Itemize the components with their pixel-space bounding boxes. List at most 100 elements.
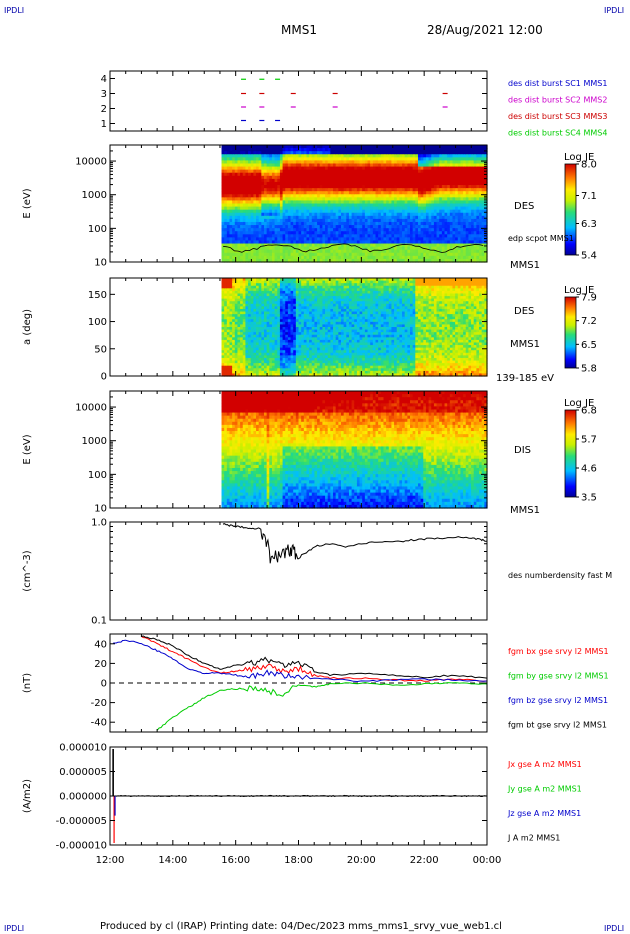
heat-cell	[314, 197, 318, 202]
heat-cell	[359, 252, 363, 257]
heat-cell	[402, 237, 406, 242]
heat-cell	[386, 243, 390, 248]
heat-cell	[412, 163, 416, 168]
heat-cell	[356, 145, 361, 149]
heat-cell	[343, 166, 347, 171]
heat-cell	[245, 154, 249, 158]
heat-cell	[311, 218, 316, 223]
heat-cell	[402, 234, 406, 238]
heat-cell	[410, 234, 414, 238]
heat-cell	[338, 175, 342, 180]
heat-cell	[386, 228, 390, 232]
heat-cell	[356, 234, 361, 238]
heat-cell	[232, 157, 236, 161]
heat-cell	[277, 240, 281, 245]
heat-cell	[248, 200, 252, 205]
heat-cell	[256, 178, 260, 183]
heat-cell	[226, 197, 231, 202]
heat-cell	[364, 243, 369, 248]
heat-cell	[383, 218, 387, 223]
heat-cell	[245, 175, 249, 180]
heat-cell	[221, 169, 225, 174]
heat-cell	[309, 154, 313, 158]
heat-cell	[277, 145, 281, 149]
heat-cell	[396, 145, 400, 149]
heat-cell	[383, 181, 387, 186]
heat-cell	[287, 258, 292, 263]
heat-cell	[298, 145, 302, 149]
heat-cell	[309, 175, 313, 180]
heat-cell	[311, 252, 316, 257]
heat-cell	[333, 163, 337, 168]
heat-cell	[240, 228, 244, 232]
heat-cell	[354, 252, 358, 257]
heat-cell	[354, 200, 358, 205]
heat-cell	[301, 145, 305, 149]
heat-cell	[266, 145, 270, 149]
heat-cell	[295, 200, 300, 205]
heat-cell	[274, 215, 278, 220]
heat-cell	[279, 206, 284, 211]
heat-cell	[386, 175, 390, 180]
heat-cell	[396, 212, 400, 217]
heat-cell	[338, 166, 342, 171]
heat-cell	[386, 203, 390, 208]
heat-cell	[248, 169, 252, 174]
heat-cell	[245, 151, 249, 155]
heat-cell	[256, 160, 260, 165]
heat-cell	[367, 157, 371, 161]
heat-cell	[399, 237, 403, 242]
heat-cell	[221, 212, 225, 217]
heat-cell	[306, 191, 310, 195]
heat-cell	[362, 160, 366, 165]
heat-cell	[333, 215, 337, 220]
heat-cell	[306, 163, 310, 168]
heat-cell	[311, 181, 316, 186]
heat-cell	[356, 249, 361, 254]
heat-cell	[282, 203, 286, 208]
heat-cell	[394, 145, 398, 149]
heat-cell	[221, 185, 225, 189]
heat-cell	[391, 188, 395, 192]
heat-cell	[269, 197, 273, 202]
heat-cell	[298, 160, 302, 165]
heat-cell	[309, 148, 313, 152]
heat-cell	[322, 163, 326, 168]
heat-cell	[343, 194, 347, 198]
heat-cell	[317, 194, 321, 198]
heat-cell	[253, 234, 257, 238]
heat-cell	[375, 212, 379, 217]
heat-cell	[402, 163, 406, 168]
heat-cell	[372, 243, 377, 248]
heat-cell	[240, 169, 244, 174]
heat-cell	[290, 231, 294, 235]
heat-cell	[330, 218, 334, 223]
heat-cell	[293, 145, 297, 149]
heat-cell	[375, 206, 379, 211]
heat-cell	[338, 246, 342, 251]
heat-cell	[410, 157, 414, 161]
heat-cell	[325, 240, 329, 245]
heat-cell	[295, 234, 300, 238]
heat-cell	[340, 218, 345, 223]
heat-cell	[271, 215, 276, 220]
heat-cell	[234, 255, 239, 260]
heat-cell	[327, 228, 331, 232]
heat-cell	[394, 215, 398, 220]
heat-cell	[327, 240, 331, 245]
heat-cell	[346, 258, 350, 263]
heat-cell	[301, 215, 305, 220]
heat-cell	[362, 234, 366, 238]
heat-cell	[348, 240, 353, 245]
heat-cell	[338, 258, 342, 263]
heat-cell	[285, 231, 289, 235]
heat-cell	[287, 237, 292, 242]
heat-cell	[279, 246, 284, 251]
heat-cell	[232, 206, 236, 211]
heat-cell	[240, 148, 244, 152]
heat-cell	[287, 212, 292, 217]
heat-cell	[314, 145, 318, 149]
heat-cell	[407, 246, 411, 251]
heat-cell	[317, 206, 321, 211]
heat-cell	[282, 218, 286, 223]
